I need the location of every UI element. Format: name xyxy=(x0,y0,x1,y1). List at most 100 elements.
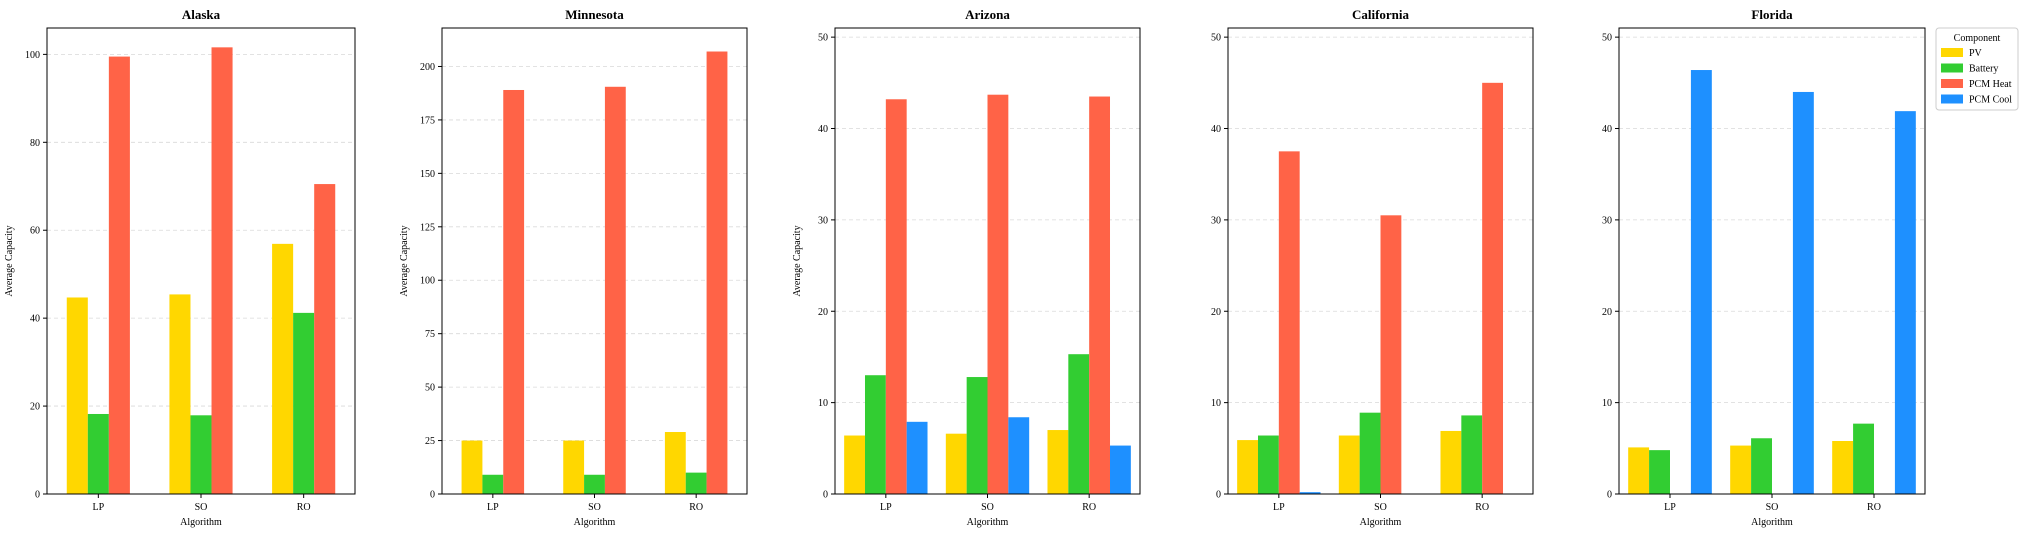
panel-arizona: 0 10 20 30 40 50 LP SO RO Arizona Algorithm Average… xyxy=(792,7,1141,528)
legend-label-battery: Battery xyxy=(1969,64,1998,75)
bar-battery-so xyxy=(190,415,212,494)
y-tick-label: 40 xyxy=(30,314,40,325)
legend-swatch-pcm-cool xyxy=(1941,94,1963,104)
bar-battery-so xyxy=(1751,438,1772,494)
panel-title: Florida xyxy=(1751,7,1793,22)
panel-title: Minnesota xyxy=(565,7,624,22)
bar-battery-lp xyxy=(1257,435,1279,494)
plot-frame xyxy=(441,27,748,495)
bar-battery-ro xyxy=(685,472,707,494)
bar-pv-so xyxy=(945,433,967,494)
bar-battery-lp xyxy=(1649,450,1670,494)
bar-pcm-heat-ro xyxy=(706,51,728,494)
bar-pv-ro xyxy=(1047,430,1069,494)
y-tick-label: 80 xyxy=(30,138,40,149)
bar-pv-lp xyxy=(1628,447,1650,494)
panel-alaska: 0 20 40 60 80 100 LP SO RO Alaska Algorithm Average… xyxy=(4,7,356,528)
bar-pcm-cool-lp xyxy=(906,421,928,494)
y-axis-label: Average Capacity xyxy=(4,225,15,296)
bar-pcm-heat-lp xyxy=(1278,151,1300,494)
x-axis-label: Algorithm xyxy=(574,517,616,528)
y-tick-label: 20 xyxy=(1602,307,1612,318)
bar-pv-so xyxy=(1338,435,1360,494)
y-tick-label: 10 xyxy=(1602,398,1612,409)
bar-pv-lp xyxy=(1237,440,1258,494)
bar-pcm-heat-so xyxy=(211,47,233,495)
bar-pcm-cool-so xyxy=(1792,91,1814,494)
legend-swatch-pv xyxy=(1941,48,1963,57)
bar-pv-ro xyxy=(272,243,294,494)
panel-title: Arizona xyxy=(965,7,1010,22)
bar-pcm-cool-ro xyxy=(1894,111,1916,494)
bar-battery-ro xyxy=(293,312,315,494)
y-tick-label: 0 xyxy=(430,490,435,501)
bar-pv-so xyxy=(563,440,585,494)
y-tick-label: 20 xyxy=(818,307,828,318)
panel-title: California xyxy=(1352,7,1410,22)
y-tick-label: 175 xyxy=(420,115,435,126)
panel-minnesota: 0 25 50 75 100 125 150 175 200 LP SO RO Minnesota Alg… xyxy=(399,7,748,528)
bar-pv-so xyxy=(169,294,191,494)
x-tick-label-so: SO xyxy=(1374,502,1387,513)
bar-pcm-heat-lp xyxy=(503,89,525,495)
y-tick-label: 40 xyxy=(1211,124,1221,135)
bar-pv-lp xyxy=(844,435,865,494)
y-tick-label: 50 xyxy=(425,383,435,394)
x-tick-label-lp: LP xyxy=(487,502,499,513)
bar-battery-so xyxy=(1359,412,1381,494)
bar-battery-so xyxy=(584,474,605,494)
legend-title: Component xyxy=(1954,33,2001,44)
legend: Component PV Battery PCM Heat PCM Cool xyxy=(1935,27,2019,111)
x-tick-label-lp: LP xyxy=(880,502,892,513)
bar-battery-ro xyxy=(1068,354,1090,494)
y-tick-label: 40 xyxy=(818,124,828,135)
y-tick-label: 30 xyxy=(1602,215,1612,226)
bar-pcm-heat-lp xyxy=(885,99,907,494)
bar-pcm-cool-ro xyxy=(1110,445,1131,494)
y-axis-label: Average Capacity xyxy=(399,225,410,296)
legend-swatch-pcm-heat xyxy=(1941,79,1963,88)
bar-battery-lp xyxy=(482,474,504,494)
bar-battery-ro xyxy=(1853,423,1874,494)
bar-battery-so xyxy=(966,377,988,494)
x-tick-label-ro: RO xyxy=(1082,502,1096,513)
y-tick-label: 25 xyxy=(425,436,435,447)
bar-pv-ro xyxy=(1440,430,1462,494)
x-tick-label-so: SO xyxy=(588,502,601,513)
y-tick-label: 20 xyxy=(1211,307,1221,318)
bar-battery-lp xyxy=(864,375,886,494)
x-tick-label-lp: LP xyxy=(1664,502,1676,513)
y-tick-label: 60 xyxy=(30,226,40,237)
bar-pv-ro xyxy=(1832,441,1854,494)
y-tick-label: 0 xyxy=(1216,490,1221,501)
y-tick-label: 0 xyxy=(823,490,828,501)
y-tick-label: 0 xyxy=(1607,490,1612,501)
y-tick-label: 40 xyxy=(1602,124,1612,135)
y-tick-label: 20 xyxy=(30,402,40,413)
y-tick-label: 0 xyxy=(35,490,40,501)
bar-pcm-heat-lp xyxy=(108,56,130,494)
x-tick-label-ro: RO xyxy=(297,502,311,513)
y-tick-label: 10 xyxy=(818,398,828,409)
y-tick-label: 125 xyxy=(420,222,435,233)
bar-pv-so xyxy=(1730,445,1752,494)
bar-battery-lp xyxy=(87,413,109,494)
x-axis-label: Algorithm xyxy=(180,517,222,528)
x-tick-label-so: SO xyxy=(981,502,994,513)
panel-title: Alaska xyxy=(182,7,221,22)
x-tick-label-lp: LP xyxy=(1273,502,1285,513)
x-axis-label: Algorithm xyxy=(1751,517,1793,528)
bar-pv-ro xyxy=(664,432,686,494)
legend-label-pv: PV xyxy=(1969,48,1983,59)
y-tick-label: 30 xyxy=(1211,215,1221,226)
bar-pcm-heat-so xyxy=(1380,215,1402,494)
y-axis-label: Average Capacity xyxy=(792,225,803,296)
y-tick-label: 50 xyxy=(1211,33,1221,44)
x-axis-label: Algorithm xyxy=(967,517,1009,528)
bar-pcm-cool-lp xyxy=(1690,70,1712,494)
y-tick-label: 200 xyxy=(420,62,435,73)
bar-pcm-heat-ro xyxy=(314,184,336,494)
legend-label-pcm-cool: PCM Cool xyxy=(1969,95,2012,106)
legend-label-pcm-heat: PCM Heat xyxy=(1969,79,2012,90)
y-tick-label: 100 xyxy=(25,50,40,61)
